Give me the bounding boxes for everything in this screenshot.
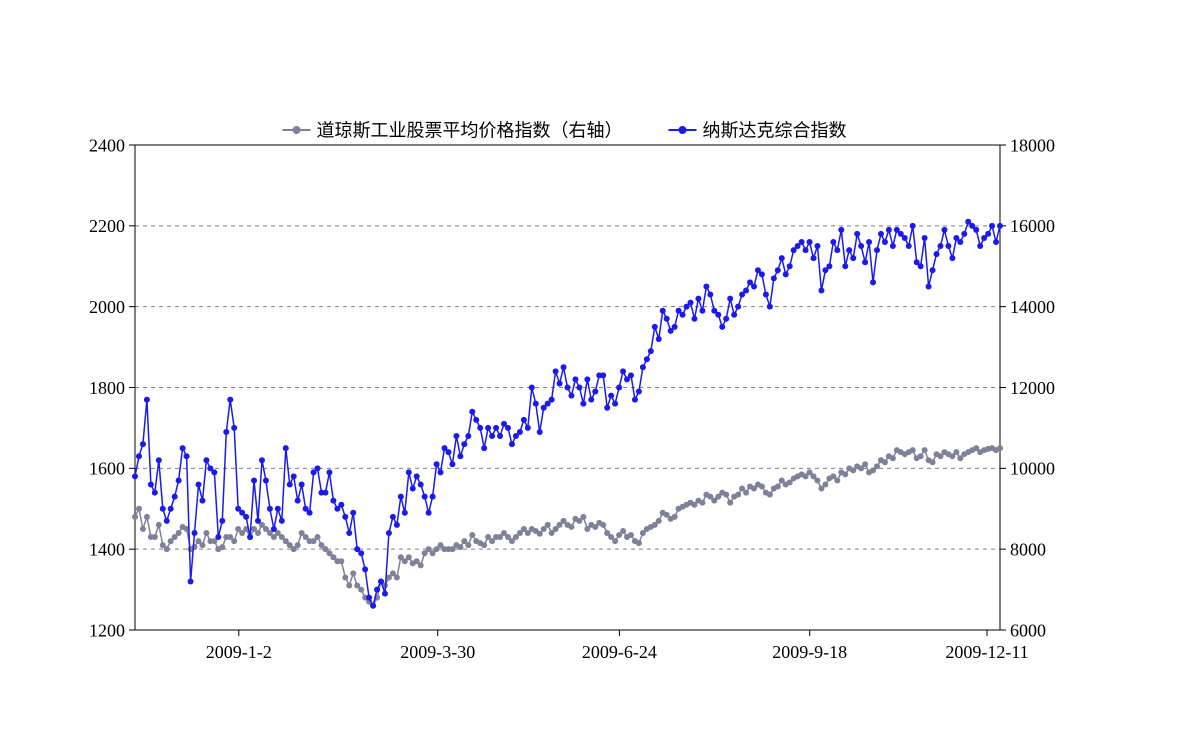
svg-text:8000: 8000 (1010, 539, 1046, 559)
svg-text:1800: 1800 (89, 378, 125, 398)
svg-text:2009-9-18: 2009-9-18 (772, 642, 847, 662)
svg-text:2400: 2400 (89, 135, 125, 155)
dual-axis-line-chart: 1200 1400 1600 1800 2000 2200 2400 6000 8000 1000… (0, 0, 1191, 744)
svg-text:纳斯达克综合指数: 纳斯达克综合指数 (703, 120, 847, 140)
svg-text:2000: 2000 (89, 297, 125, 317)
svg-text:2009-6-24: 2009-6-24 (582, 642, 657, 662)
svg-text:2200: 2200 (89, 216, 125, 236)
svg-text:1400: 1400 (89, 539, 125, 559)
svg-text:14000: 14000 (1010, 297, 1055, 317)
svg-text:2009-12-11: 2009-12-11 (945, 642, 1028, 662)
svg-text:12000: 12000 (1010, 378, 1055, 398)
svg-text:道琼斯工业股票平均价格指数（右轴）: 道琼斯工业股票平均价格指数（右轴） (317, 120, 623, 140)
legend: 道琼斯工业股票平均价格指数（右轴） 纳斯达克综合指数 (283, 120, 847, 140)
svg-text:2009-1-2: 2009-1-2 (206, 642, 272, 662)
svg-text:16000: 16000 (1010, 216, 1055, 236)
svg-text:18000: 18000 (1010, 135, 1055, 155)
svg-text:6000: 6000 (1010, 620, 1046, 640)
svg-text:1200: 1200 (89, 620, 125, 640)
svg-text:10000: 10000 (1010, 459, 1055, 479)
svg-text:2009-3-30: 2009-3-30 (400, 642, 475, 662)
svg-text:1600: 1600 (89, 459, 125, 479)
chart-container: 1200 1400 1600 1800 2000 2200 2400 6000 8000 1000… (0, 0, 1191, 749)
